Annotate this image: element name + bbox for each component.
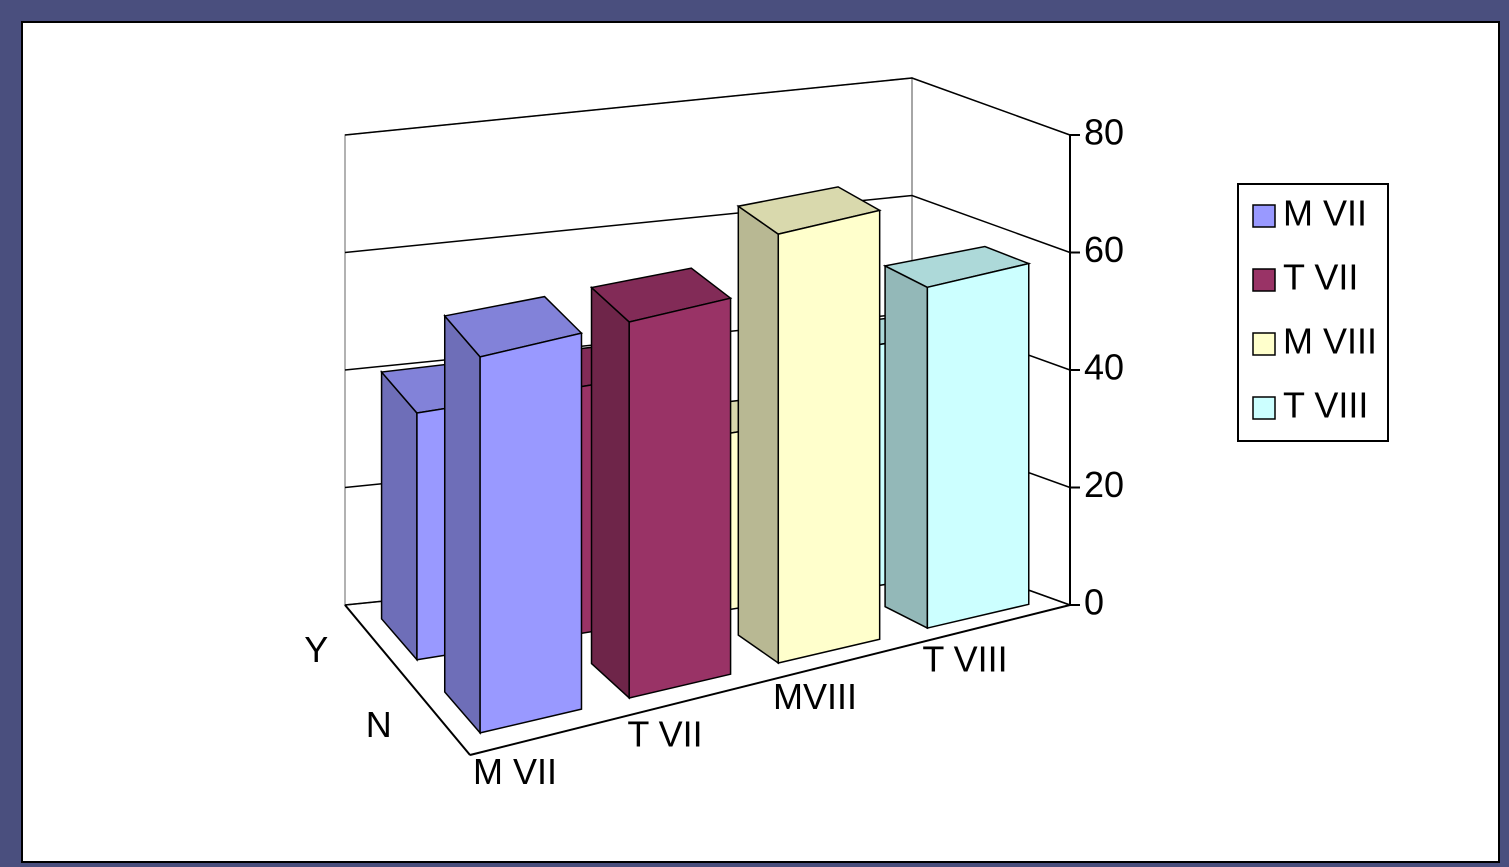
legend-swatch (1252, 204, 1276, 228)
x-tick-label: MVIII (773, 676, 857, 717)
x-tick-label: T VII (627, 713, 702, 754)
bar-front (777, 209, 881, 664)
depth-label: N (366, 704, 392, 745)
legend-label: T VIII (1283, 385, 1368, 426)
legend-label: T VII (1283, 257, 1358, 298)
y-tick-label: 80 (1084, 112, 1124, 153)
bar-side (380, 370, 418, 662)
y-tick-label: 60 (1084, 229, 1124, 270)
grid-line (344, 77, 1071, 136)
depth-label: Y (304, 629, 328, 670)
y-tick-label: 0 (1084, 582, 1104, 623)
bar-side (590, 285, 630, 700)
x-axis (469, 604, 1071, 756)
grid-line (344, 194, 1071, 254)
bar-front (926, 262, 1030, 630)
legend-swatch (1252, 332, 1276, 356)
y-tick-label: 20 (1084, 464, 1124, 505)
legend-swatch (1252, 396, 1276, 420)
y-tick-label: 40 (1084, 347, 1124, 388)
bar-side (884, 264, 929, 630)
depth-axis (344, 604, 471, 756)
x-tick-label: T VIII (922, 638, 1007, 679)
bar-front (479, 332, 583, 734)
bar-side (443, 313, 481, 735)
legend-swatch (1252, 268, 1276, 292)
legend-label: M VIII (1283, 321, 1377, 362)
bar-front (628, 297, 732, 699)
bar-side (737, 204, 780, 665)
x-tick-label: M VII (473, 751, 557, 792)
legend-label: M VII (1283, 193, 1367, 234)
